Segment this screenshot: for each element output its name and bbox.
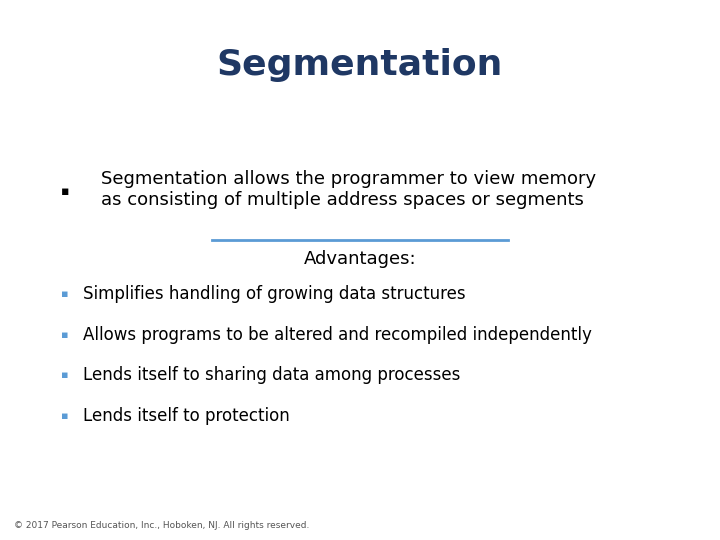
Text: ▪: ▪ — [61, 289, 68, 299]
Text: ▪: ▪ — [61, 411, 68, 421]
Text: Segmentation: Segmentation — [217, 48, 503, 82]
Text: Lends itself to sharing data among processes: Lends itself to sharing data among proce… — [83, 366, 460, 384]
Text: Segmentation allows the programmer to view memory: Segmentation allows the programmer to vi… — [101, 170, 596, 188]
Text: Allows programs to be altered and recompiled independently: Allows programs to be altered and recomp… — [83, 326, 592, 344]
Text: as consisting of multiple address spaces or segments: as consisting of multiple address spaces… — [101, 191, 584, 209]
Text: © 2017 Pearson Education, Inc., Hoboken, NJ. All rights reserved.: © 2017 Pearson Education, Inc., Hoboken,… — [14, 521, 310, 530]
Text: Advantages:: Advantages: — [304, 250, 416, 268]
Text: ▪: ▪ — [61, 370, 68, 380]
Text: ▪: ▪ — [60, 185, 69, 198]
Text: Lends itself to protection: Lends itself to protection — [83, 407, 289, 425]
Text: Simplifies handling of growing data structures: Simplifies handling of growing data stru… — [83, 285, 465, 303]
Text: ▪: ▪ — [61, 330, 68, 340]
